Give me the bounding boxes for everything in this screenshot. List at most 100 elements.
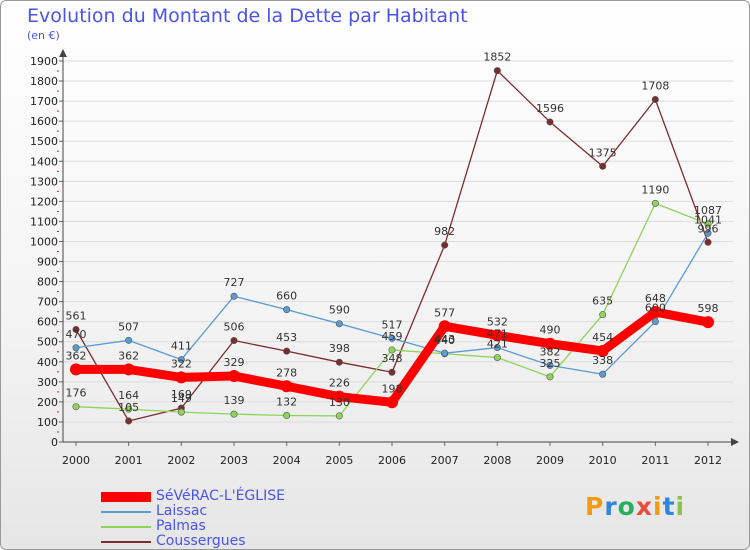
data-label: 130: [329, 396, 350, 409]
data-point: [704, 229, 712, 237]
data-label: 1852: [483, 51, 511, 64]
y-tick-label: 1900: [30, 55, 58, 68]
y-tick-label: 1800: [30, 75, 58, 88]
data-point: [228, 370, 240, 383]
y-tick-label: 1300: [30, 175, 58, 188]
y-tick-label: 1000: [30, 235, 58, 248]
data-point: [544, 337, 556, 350]
data-label: 1087: [694, 204, 722, 217]
data-point: [335, 320, 343, 328]
data-point: [599, 162, 607, 170]
logo-letter: i: [675, 492, 686, 521]
data-point: [441, 349, 449, 357]
data-point: [125, 405, 133, 413]
logo-letter: r: [604, 492, 618, 521]
unit-label: (en €): [27, 29, 60, 42]
data-point: [599, 370, 607, 378]
data-label: 338: [592, 354, 613, 367]
legend-swatch-laissac: [101, 510, 151, 513]
data-label: 648: [645, 292, 666, 305]
data-label: 322: [171, 357, 192, 370]
data-point: [72, 344, 80, 352]
x-tick-label: 2007: [431, 454, 459, 467]
data-label: 325: [540, 357, 561, 370]
data-label: 169: [171, 388, 192, 401]
data-label: 411: [171, 340, 192, 353]
logo-letter: i: [653, 492, 663, 521]
data-point: [125, 417, 133, 425]
data-point: [491, 329, 504, 342]
data-label: 198: [382, 382, 403, 395]
data-point: [651, 318, 659, 326]
data-label: 105: [118, 401, 139, 414]
data-label: 176: [66, 387, 87, 400]
data-label: 996: [698, 222, 719, 235]
data-label: 1375: [589, 146, 617, 159]
y-tick-label: 300: [37, 376, 58, 389]
data-point: [230, 337, 238, 345]
logo-letter: t: [662, 492, 676, 521]
x-tick-label: 2006: [378, 454, 406, 467]
data-point: [335, 358, 343, 366]
data-label: 421: [487, 338, 508, 351]
data-label: 132: [276, 396, 297, 409]
data-point: [177, 408, 185, 416]
data-label: 577: [434, 306, 455, 319]
data-point: [546, 361, 554, 369]
legend-label-coussergues: Coussergues: [156, 533, 246, 549]
data-point: [388, 334, 396, 342]
y-tick-label: 600: [37, 316, 58, 329]
x-tick-label: 2011: [641, 454, 669, 467]
data-label: 1596: [536, 102, 564, 115]
data-point: [280, 380, 293, 393]
y-tick-label: 1100: [30, 215, 58, 228]
data-label: 660: [276, 290, 297, 303]
data-point: [702, 316, 714, 329]
data-point: [122, 363, 135, 376]
data-label: 635: [592, 295, 613, 308]
x-tick-label: 2002: [167, 454, 195, 467]
data-point: [388, 368, 396, 376]
data-label: 278: [276, 366, 297, 379]
legend-swatch-severac: [101, 491, 151, 502]
legend-label-severac: SéVéRAC-L'ÉGLISE: [156, 488, 285, 504]
x-tick-label: 2008: [483, 454, 511, 467]
data-point: [651, 199, 659, 207]
x-tick-label: 2000: [62, 454, 90, 467]
y-tick-label: 200: [37, 396, 58, 409]
data-point: [388, 346, 396, 354]
data-label: 454: [592, 331, 613, 344]
data-label: 1041: [694, 213, 722, 226]
data-label: 398: [329, 342, 350, 355]
legend-swatch-palmas: [101, 525, 151, 528]
data-label: 382: [540, 345, 561, 358]
data-point: [335, 412, 343, 420]
logo-letter: P: [585, 492, 605, 521]
y-tick-label: 1500: [30, 135, 58, 148]
data-point: [441, 241, 449, 249]
data-point: [125, 336, 133, 344]
x-tick-label: 2004: [273, 454, 301, 467]
data-label: 470: [66, 328, 87, 341]
data-label: 471: [487, 328, 508, 341]
y-tick-label: 100: [37, 416, 58, 429]
data-point: [283, 412, 291, 420]
y-tick-label: 1700: [30, 95, 58, 108]
data-label: 226: [329, 377, 350, 390]
data-label: 440: [434, 334, 455, 347]
data-point: [493, 67, 501, 75]
data-point: [546, 118, 554, 126]
x-axis-arrow: [731, 438, 739, 446]
x-tick-label: 2003: [220, 454, 248, 467]
data-point: [386, 396, 398, 409]
data-label: 329: [224, 356, 245, 369]
y-tick-label: 800: [37, 276, 58, 289]
data-label: 982: [434, 225, 455, 238]
data-point: [72, 403, 80, 411]
legend-label-palmas: Palmas: [156, 518, 206, 534]
data-label: 164: [118, 389, 139, 402]
y-tick-label: 0: [51, 436, 58, 449]
chart-title: Evolution du Montant de la Dette par Hab…: [27, 5, 468, 27]
data-label: 507: [118, 320, 139, 333]
